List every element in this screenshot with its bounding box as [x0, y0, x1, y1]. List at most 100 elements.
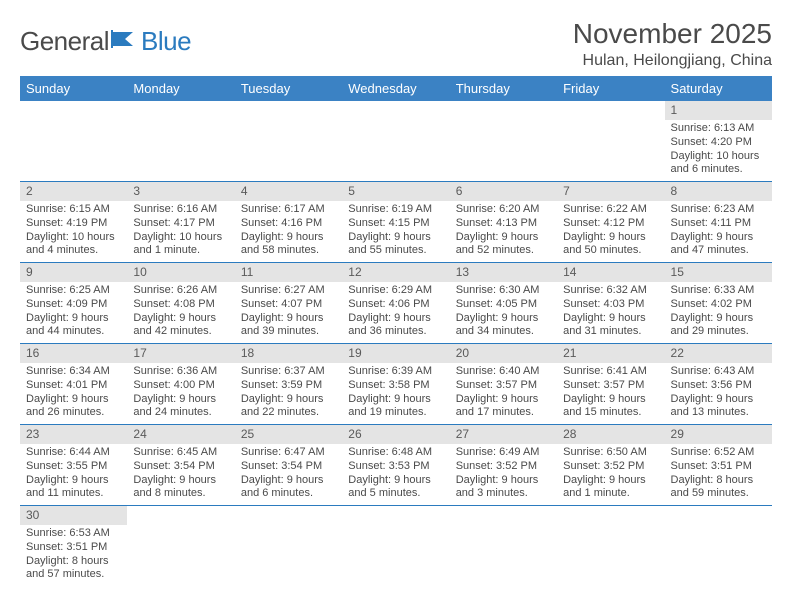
daylight-line: Daylight: 9 hours and 6 minutes.	[241, 474, 336, 502]
sunrise-line: Sunrise: 6:53 AM	[26, 527, 121, 541]
sunset-line: Sunset: 4:12 PM	[563, 217, 658, 231]
daylight-line: Daylight: 9 hours and 55 minutes.	[348, 231, 443, 259]
day-cell: Sunrise: 6:34 AMSunset: 4:01 PMDaylight:…	[20, 363, 127, 425]
day-number: 8	[665, 182, 772, 202]
sunrise-line: Sunrise: 6:39 AM	[348, 365, 443, 379]
title-block: November 2025 Hulan, Heilongjiang, China	[573, 18, 772, 70]
sunset-line: Sunset: 4:19 PM	[26, 217, 121, 231]
day-cell: Sunrise: 6:16 AMSunset: 4:17 PMDaylight:…	[127, 201, 234, 263]
sunrise-line: Sunrise: 6:26 AM	[133, 284, 228, 298]
day-number: 27	[450, 425, 557, 445]
daylight-line: Daylight: 9 hours and 15 minutes.	[563, 393, 658, 421]
weekday-header: Saturday	[665, 76, 772, 101]
daylight-line: Daylight: 8 hours and 57 minutes.	[26, 555, 121, 583]
daylight-line: Daylight: 9 hours and 19 minutes.	[348, 393, 443, 421]
daylight-line: Daylight: 9 hours and 17 minutes.	[456, 393, 551, 421]
sunrise-line: Sunrise: 6:27 AM	[241, 284, 336, 298]
sunset-line: Sunset: 3:58 PM	[348, 379, 443, 393]
day-cell: Sunrise: 6:17 AMSunset: 4:16 PMDaylight:…	[235, 201, 342, 263]
day-number: 19	[342, 344, 449, 364]
day-cell: Sunrise: 6:13 AMSunset: 4:20 PMDaylight:…	[665, 120, 772, 182]
day-detail-row: Sunrise: 6:15 AMSunset: 4:19 PM Daylight:…	[20, 201, 772, 263]
header: General Blue November 2025 Hulan, Heilon…	[20, 18, 772, 70]
day-number: 30	[20, 506, 127, 526]
day-cell	[557, 120, 664, 182]
sunrise-line: Sunrise: 6:49 AM	[456, 446, 551, 460]
sunrise-line: Sunrise: 6:32 AM	[563, 284, 658, 298]
daylight-line: Daylight: 9 hours and 50 minutes.	[563, 231, 658, 259]
sunset-line: Sunset: 4:03 PM	[563, 298, 658, 312]
sunset-line: Sunset: 3:53 PM	[348, 460, 443, 474]
logo-text-2: Blue	[141, 26, 191, 57]
day-cell: Sunrise: 6:23 AMSunset: 4:11 PMDaylight:…	[665, 201, 772, 263]
day-number: 29	[665, 425, 772, 445]
day-number: 6	[450, 182, 557, 202]
day-number-row: 23242526272829	[20, 425, 772, 445]
sunrise-line: Sunrise: 6:25 AM	[26, 284, 121, 298]
sunrise-line: Sunrise: 6:20 AM	[456, 203, 551, 217]
sunrise-line: Sunrise: 6:48 AM	[348, 446, 443, 460]
weekday-header: Friday	[557, 76, 664, 101]
day-number: 18	[235, 344, 342, 364]
day-number: 28	[557, 425, 664, 445]
weekday-header: Thursday	[450, 76, 557, 101]
daylight-line: Daylight: 9 hours and 34 minutes.	[456, 312, 551, 340]
day-cell	[235, 120, 342, 182]
day-cell	[127, 120, 234, 182]
sunset-line: Sunset: 4:16 PM	[241, 217, 336, 231]
day-detail-row: Sunrise: 6:53 AMSunset: 3:51 PMDaylight:…	[20, 525, 772, 586]
location: Hulan, Heilongjiang, China	[573, 52, 772, 70]
day-cell	[342, 120, 449, 182]
day-number	[235, 101, 342, 120]
day-cell: Sunrise: 6:45 AMSunset: 3:54 PMDaylight:…	[127, 444, 234, 506]
day-cell: Sunrise: 6:40 AMSunset: 3:57 PMDaylight:…	[450, 363, 557, 425]
day-cell: Sunrise: 6:20 AMSunset: 4:13 PMDaylight:…	[450, 201, 557, 263]
daylight-line: Daylight: 9 hours and 42 minutes.	[133, 312, 228, 340]
sunset-line: Sunset: 4:11 PM	[671, 217, 766, 231]
day-cell: Sunrise: 6:43 AMSunset: 3:56 PMDaylight:…	[665, 363, 772, 425]
sunset-line: Sunset: 3:54 PM	[241, 460, 336, 474]
day-number: 4	[235, 182, 342, 202]
weekday-header: Tuesday	[235, 76, 342, 101]
day-cell	[235, 525, 342, 586]
daylight-line: Daylight: 9 hours and 24 minutes.	[133, 393, 228, 421]
day-cell	[665, 525, 772, 586]
sunset-line: Sunset: 3:54 PM	[133, 460, 228, 474]
day-number: 24	[127, 425, 234, 445]
day-number-row: 16171819202122	[20, 344, 772, 364]
daylight-line: Daylight: 9 hours and 36 minutes.	[348, 312, 443, 340]
daylight-line: Daylight: 9 hours and 26 minutes.	[26, 393, 121, 421]
sunrise-line: Sunrise: 6:41 AM	[563, 365, 658, 379]
day-cell	[20, 120, 127, 182]
month-title: November 2025	[573, 18, 772, 50]
day-number-row: 30	[20, 506, 772, 526]
sunset-line: Sunset: 4:01 PM	[26, 379, 121, 393]
day-cell: Sunrise: 6:32 AMSunset: 4:03 PMDaylight:…	[557, 282, 664, 344]
sunrise-line: Sunrise: 6:45 AM	[133, 446, 228, 460]
day-cell: Sunrise: 6:49 AMSunset: 3:52 PMDaylight:…	[450, 444, 557, 506]
day-number	[450, 101, 557, 120]
sunset-line: Sunset: 3:55 PM	[26, 460, 121, 474]
sunset-line: Sunset: 3:57 PM	[456, 379, 551, 393]
day-number: 21	[557, 344, 664, 364]
sunrise-line: Sunrise: 6:15 AM	[26, 203, 121, 217]
day-number: 2	[20, 182, 127, 202]
sunrise-line: Sunrise: 6:19 AM	[348, 203, 443, 217]
day-cell: Sunrise: 6:26 AMSunset: 4:08 PMDaylight:…	[127, 282, 234, 344]
sunrise-line: Sunrise: 6:29 AM	[348, 284, 443, 298]
day-cell: Sunrise: 6:52 AMSunset: 3:51 PMDaylight:…	[665, 444, 772, 506]
weekday-header-row: Sunday Monday Tuesday Wednesday Thursday…	[20, 76, 772, 101]
daylight-line: Daylight: 9 hours and 58 minutes.	[241, 231, 336, 259]
day-number: 20	[450, 344, 557, 364]
day-number	[557, 101, 664, 120]
day-cell: Sunrise: 6:48 AMSunset: 3:53 PMDaylight:…	[342, 444, 449, 506]
daylight-line: Daylight: 9 hours and 22 minutes.	[241, 393, 336, 421]
day-number: 14	[557, 263, 664, 283]
day-cell: Sunrise: 6:25 AMSunset: 4:09 PMDaylight:…	[20, 282, 127, 344]
sunset-line: Sunset: 4:07 PM	[241, 298, 336, 312]
day-number: 16	[20, 344, 127, 364]
day-number	[20, 101, 127, 120]
day-number: 22	[665, 344, 772, 364]
day-number	[665, 506, 772, 526]
sunset-line: Sunset: 3:52 PM	[563, 460, 658, 474]
